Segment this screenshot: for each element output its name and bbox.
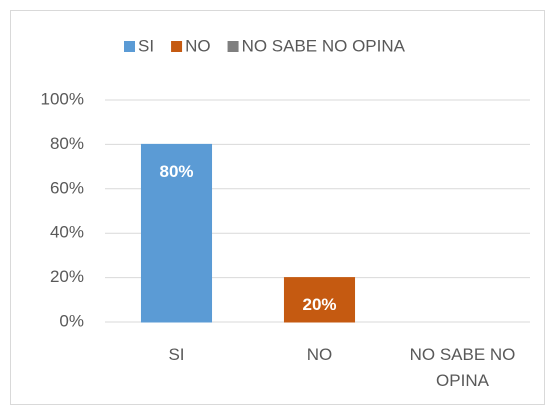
legend-label: NO xyxy=(185,36,211,55)
y-tick-label: 80% xyxy=(50,134,84,153)
x-tick-label: NO xyxy=(306,345,333,364)
legend-swatch xyxy=(171,41,183,52)
y-tick-label: 0% xyxy=(59,311,84,330)
legend-swatch xyxy=(227,41,239,52)
y-tick-label: 40% xyxy=(50,223,84,242)
legend-label: SI xyxy=(138,36,154,55)
chart-frame xyxy=(10,10,545,405)
data-label: 20% xyxy=(302,295,336,314)
y-tick-label: 100% xyxy=(41,89,84,108)
x-tick-label: NO SABE NO OPINA xyxy=(409,345,516,390)
bar xyxy=(283,277,356,323)
legend-swatch xyxy=(124,41,135,52)
bar xyxy=(140,143,213,323)
legend-label: NO SABE NO OPINA xyxy=(242,36,406,55)
data-label: 80% xyxy=(159,162,193,181)
y-tick-label: 60% xyxy=(50,178,84,197)
y-tick-label: 20% xyxy=(50,267,84,286)
x-tick-label: SI xyxy=(168,345,185,364)
